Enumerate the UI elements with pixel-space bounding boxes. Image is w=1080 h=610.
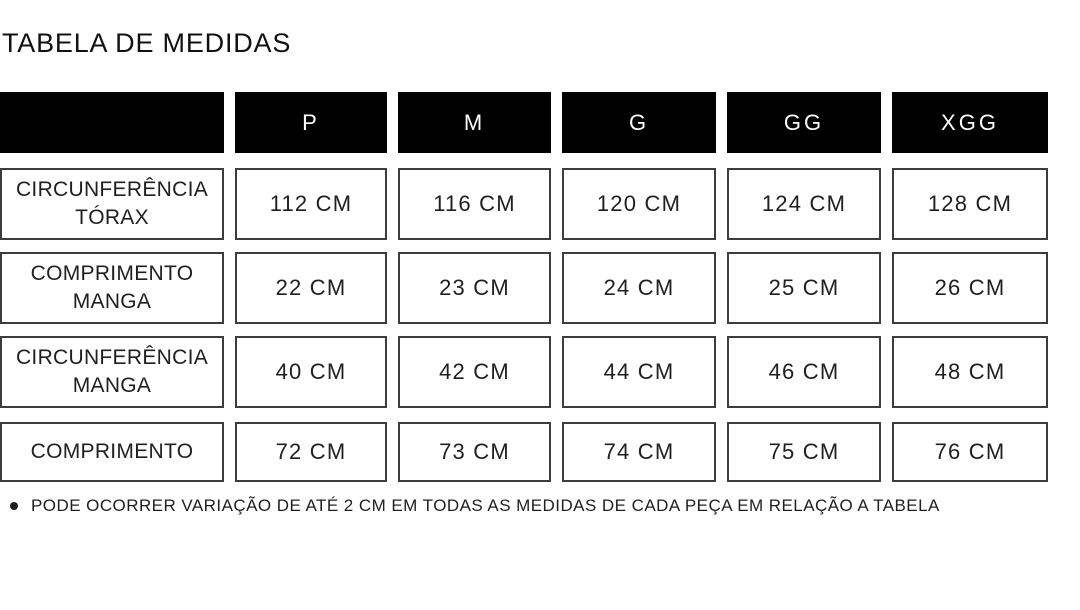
value-cell: 42 CM xyxy=(398,336,551,408)
table-header-row: P M G GG XGG xyxy=(0,92,1060,153)
row-label-circunferencia-torax: CIRCUNFERÊNCIA TÓRAX xyxy=(0,168,224,240)
footnote: PODE OCORRER VARIAÇÃO DE ATÉ 2 CM EM TOD… xyxy=(10,496,940,516)
value-cell: 25 CM xyxy=(727,252,881,324)
row-label-comprimento-manga: COMPRIMENTO MANGA xyxy=(0,252,224,324)
value-cell: 73 CM xyxy=(398,422,551,482)
row-label-line: CIRCUNFERÊNCIA xyxy=(15,178,209,201)
value-cell: 74 CM xyxy=(562,422,716,482)
value-cell: 128 CM xyxy=(892,168,1048,240)
size-header-xgg: XGG xyxy=(892,92,1048,153)
value-cell: 112 CM xyxy=(235,168,387,240)
corner-cell xyxy=(0,92,224,153)
value-cell: 48 CM xyxy=(892,336,1048,408)
row-label-line: COMPRIMENTO xyxy=(30,262,194,285)
table-row: CIRCUNFERÊNCIA TÓRAX 112 CM 116 CM 120 C… xyxy=(0,168,1060,240)
value-cell: 46 CM xyxy=(727,336,881,408)
footnote-text: PODE OCORRER VARIAÇÃO DE ATÉ 2 CM EM TOD… xyxy=(31,496,940,515)
size-header-g: G xyxy=(562,92,716,153)
value-cell: 23 CM xyxy=(398,252,551,324)
size-header-m: M xyxy=(398,92,551,153)
value-cell: 22 CM xyxy=(235,252,387,324)
row-label-comprimento: COMPRIMENTO xyxy=(0,422,224,482)
size-header-gg: GG xyxy=(727,92,881,153)
value-cell: 75 CM xyxy=(727,422,881,482)
value-cell: 72 CM xyxy=(235,422,387,482)
value-cell: 40 CM xyxy=(235,336,387,408)
row-label-line: MANGA xyxy=(72,374,152,397)
value-cell: 76 CM xyxy=(892,422,1048,482)
bullet-icon xyxy=(10,502,18,510)
row-label-line: MANGA xyxy=(72,290,152,313)
table-row: COMPRIMENTO 72 CM 73 CM 74 CM 75 CM 76 C… xyxy=(0,422,1060,482)
value-cell: 120 CM xyxy=(562,168,716,240)
value-cell: 124 CM xyxy=(727,168,881,240)
row-label-line: COMPRIMENTO xyxy=(30,440,194,463)
page-title: TABELA DE MEDIDAS xyxy=(2,28,292,58)
value-cell: 116 CM xyxy=(398,168,551,240)
size-table: P M G GG XGG CIRCUNFERÊNCIA TÓRAX 112 CM… xyxy=(0,92,1060,482)
value-cell: 44 CM xyxy=(562,336,716,408)
row-label-line: CIRCUNFERÊNCIA xyxy=(15,346,209,369)
table-row: CIRCUNFERÊNCIA MANGA 40 CM 42 CM 44 CM 4… xyxy=(0,336,1060,408)
value-cell: 24 CM xyxy=(562,252,716,324)
table-row: COMPRIMENTO MANGA 22 CM 23 CM 24 CM 25 C… xyxy=(0,252,1060,324)
value-cell: 26 CM xyxy=(892,252,1048,324)
row-label-circunferencia-manga: CIRCUNFERÊNCIA MANGA xyxy=(0,336,224,408)
row-label-line: TÓRAX xyxy=(75,206,149,229)
size-header-p: P xyxy=(235,92,387,153)
